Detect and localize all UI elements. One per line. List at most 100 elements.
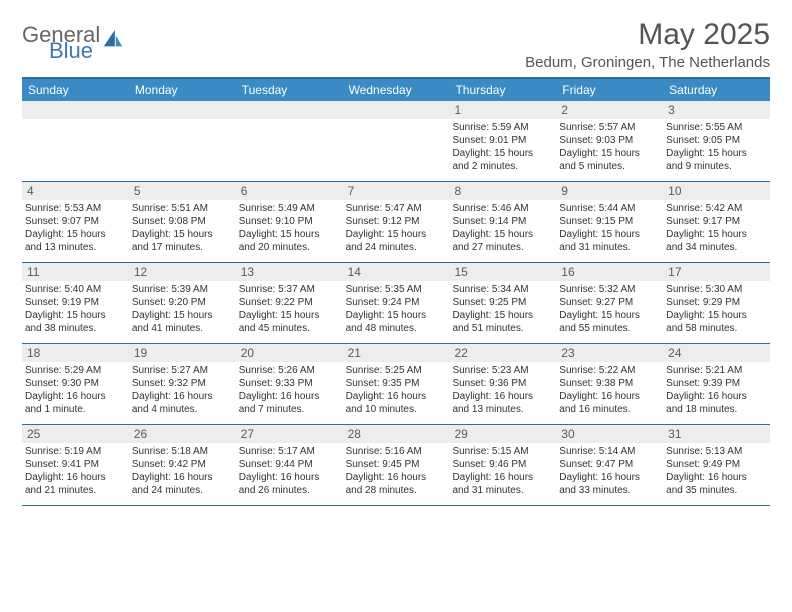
daylight-text: Daylight: 15 hours and 34 minutes.	[666, 228, 765, 254]
sunset-text: Sunset: 9:49 PM	[666, 458, 765, 471]
sunset-text: Sunset: 9:36 PM	[452, 377, 551, 390]
daylight-text: Daylight: 16 hours and 28 minutes.	[346, 471, 445, 497]
daylight-text: Daylight: 15 hours and 27 minutes.	[452, 228, 551, 254]
sunset-text: Sunset: 9:12 PM	[346, 215, 445, 228]
sunrise-text: Sunrise: 5:57 AM	[559, 121, 658, 134]
calendar-page: General Blue May 2025 Bedum, Groningen, …	[0, 0, 792, 518]
sunrise-text: Sunrise: 5:15 AM	[452, 445, 551, 458]
sunset-text: Sunset: 9:45 PM	[346, 458, 445, 471]
day-body-row: Sunrise: 5:29 AMSunset: 9:30 PM Daylight:…	[22, 362, 770, 424]
day-details: Sunrise: 5:53 AMSunset: 9:07 PMDaylight:…	[22, 200, 129, 262]
day-details	[129, 119, 236, 181]
day-number: 7	[343, 182, 450, 200]
calendar-grid: Sunday Monday Tuesday Wednesday Thursday…	[22, 77, 770, 506]
day-details: Sunrise: 5:13 AMSunset: 9:49 PMDaylight:…	[663, 443, 770, 505]
sunrise-text: Sunrise: 5:34 AM	[452, 283, 551, 296]
sunset-text: Sunset: 9:44 PM	[239, 458, 338, 471]
day-details: Sunrise: 5:25 AMSunset: 9:35 PMDaylight:…	[343, 362, 450, 424]
sunset-text: Sunset: 9:24 PM	[346, 296, 445, 309]
weekday-header: Friday	[556, 79, 663, 101]
sunset-text: Sunset: 9:22 PM	[239, 296, 338, 309]
sunrise-text: Sunrise: 5:32 AM	[559, 283, 658, 296]
day-details: Sunrise: 5:49 AMSunset: 9:10 PMDaylight:…	[236, 200, 343, 262]
daylight-text: Daylight: 16 hours and 10 minutes.	[346, 390, 445, 416]
sunrise-text: Sunrise: 5:30 AM	[666, 283, 765, 296]
week-row: 25262728293031Sunrise: 5:19 AMSunset: 9:…	[22, 425, 770, 506]
sunset-text: Sunset: 9:01 PM	[452, 134, 551, 147]
day-number: 19	[129, 344, 236, 362]
week-row: 18192021222324Sunrise: 5:29 AMSunset: 9:…	[22, 344, 770, 425]
sunrise-text: Sunrise: 5:44 AM	[559, 202, 658, 215]
day-number: 12	[129, 263, 236, 281]
day-details: Sunrise: 5:55 AMSunset: 9:05 PMDaylight:…	[663, 119, 770, 181]
sunset-text: Sunset: 9:07 PM	[25, 215, 124, 228]
sunset-text: Sunset: 9:20 PM	[132, 296, 231, 309]
day-details: Sunrise: 5:15 AMSunset: 9:46 PMDaylight:…	[449, 443, 556, 505]
day-number: 1	[449, 101, 556, 119]
day-number	[22, 101, 129, 119]
day-number: 18	[22, 344, 129, 362]
sunrise-text: Sunrise: 5:18 AM	[132, 445, 231, 458]
sunset-text: Sunset: 9:33 PM	[239, 377, 338, 390]
day-details: Sunrise: 5:18 AMSunset: 9:42 PMDaylight:…	[129, 443, 236, 505]
day-number: 11	[22, 263, 129, 281]
sunrise-text: Sunrise: 5:39 AM	[132, 283, 231, 296]
sunset-text: Sunset: 9:25 PM	[452, 296, 551, 309]
daylight-text: Daylight: 15 hours and 48 minutes.	[346, 309, 445, 335]
sunset-text: Sunset: 9:14 PM	[452, 215, 551, 228]
day-details: Sunrise: 5:37 AMSunset: 9:22 PMDaylight:…	[236, 281, 343, 343]
day-number-row: 18192021222324	[22, 344, 770, 362]
day-number: 28	[343, 425, 450, 443]
day-details: Sunrise: 5:16 AMSunset: 9:45 PMDaylight:…	[343, 443, 450, 505]
daylight-text: Daylight: 16 hours and 16 minutes.	[559, 390, 658, 416]
day-details: Sunrise: 5:29 AMSunset: 9:30 PMDaylight:…	[22, 362, 129, 424]
day-number: 31	[663, 425, 770, 443]
daylight-text: Daylight: 16 hours and 24 minutes.	[132, 471, 231, 497]
day-details: Sunrise: 5:34 AMSunset: 9:25 PMDaylight:…	[449, 281, 556, 343]
day-details: Sunrise: 5:35 AMSunset: 9:24 PMDaylight:…	[343, 281, 450, 343]
day-details: Sunrise: 5:59 AMSunset: 9:01 PMDaylight:…	[449, 119, 556, 181]
week-row: 45678910Sunrise: 5:53 AMSunset: 9:07 PMD…	[22, 182, 770, 263]
weekday-header: Wednesday	[343, 79, 450, 101]
daylight-text: Daylight: 15 hours and 31 minutes.	[559, 228, 658, 254]
daylight-text: Daylight: 16 hours and 18 minutes.	[666, 390, 765, 416]
day-details: Sunrise: 5:39 AMSunset: 9:20 PMDaylight:…	[129, 281, 236, 343]
day-number: 10	[663, 182, 770, 200]
day-details: Sunrise: 5:17 AMSunset: 9:44 PMDaylight:…	[236, 443, 343, 505]
daylight-text: Daylight: 15 hours and 51 minutes.	[452, 309, 551, 335]
sunset-text: Sunset: 9:46 PM	[452, 458, 551, 471]
sunrise-text: Sunrise: 5:23 AM	[452, 364, 551, 377]
daylight-text: Daylight: 15 hours and 58 minutes.	[666, 309, 765, 335]
weekday-header: Sunday	[22, 79, 129, 101]
daylight-text: Daylight: 15 hours and 24 minutes.	[346, 228, 445, 254]
sunrise-text: Sunrise: 5:42 AM	[666, 202, 765, 215]
daylight-text: Daylight: 16 hours and 4 minutes.	[132, 390, 231, 416]
day-details: Sunrise: 5:46 AMSunset: 9:14 PMDaylight:…	[449, 200, 556, 262]
day-details: Sunrise: 5:51 AMSunset: 9:08 PMDaylight:…	[129, 200, 236, 262]
weekday-header: Monday	[129, 79, 236, 101]
month-title: May 2025	[525, 18, 770, 52]
day-number: 21	[343, 344, 450, 362]
sunset-text: Sunset: 9:03 PM	[559, 134, 658, 147]
sunset-text: Sunset: 9:41 PM	[25, 458, 124, 471]
weekday-header-row: Sunday Monday Tuesday Wednesday Thursday…	[22, 79, 770, 101]
day-number: 6	[236, 182, 343, 200]
sunrise-text: Sunrise: 5:16 AM	[346, 445, 445, 458]
day-number: 17	[663, 263, 770, 281]
sunrise-text: Sunrise: 5:25 AM	[346, 364, 445, 377]
sunset-text: Sunset: 9:05 PM	[666, 134, 765, 147]
day-number-row: 123	[22, 101, 770, 119]
day-number-row: 11121314151617	[22, 263, 770, 281]
daylight-text: Daylight: 15 hours and 9 minutes.	[666, 147, 765, 173]
sunrise-text: Sunrise: 5:37 AM	[239, 283, 338, 296]
sunset-text: Sunset: 9:30 PM	[25, 377, 124, 390]
sunset-text: Sunset: 9:38 PM	[559, 377, 658, 390]
daylight-text: Daylight: 16 hours and 26 minutes.	[239, 471, 338, 497]
day-details: Sunrise: 5:27 AMSunset: 9:32 PMDaylight:…	[129, 362, 236, 424]
sunrise-text: Sunrise: 5:13 AM	[666, 445, 765, 458]
day-details: Sunrise: 5:47 AMSunset: 9:12 PMDaylight:…	[343, 200, 450, 262]
daylight-text: Daylight: 15 hours and 38 minutes.	[25, 309, 124, 335]
day-number	[236, 101, 343, 119]
day-number: 25	[22, 425, 129, 443]
sunrise-text: Sunrise: 5:29 AM	[25, 364, 124, 377]
